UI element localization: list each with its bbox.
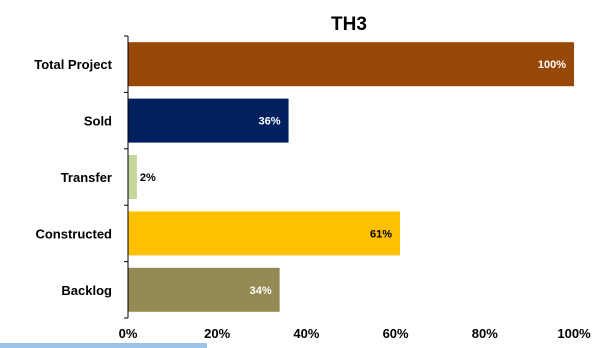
bar-0 bbox=[128, 42, 574, 87]
bar-1 bbox=[128, 98, 289, 143]
category-label-0: Total Project bbox=[34, 57, 112, 72]
category-label-1: Sold bbox=[84, 114, 112, 129]
x-tick-label-0: 0% bbox=[119, 326, 138, 341]
x-tick-label-2: 40% bbox=[293, 326, 319, 341]
x-tick-label-3: 60% bbox=[383, 326, 409, 341]
bar-2 bbox=[128, 155, 137, 199]
data-label-3: 61% bbox=[370, 228, 392, 240]
bars-layer: 100% 36% 2% 61% 34% bbox=[128, 42, 574, 312]
data-label-1: 36% bbox=[259, 116, 281, 128]
category-label-3: Constructed bbox=[35, 226, 112, 241]
axis-layer: Total Project Sold Transfer Constructed Back… bbox=[34, 35, 591, 341]
chart-title: TH3 bbox=[331, 14, 367, 35]
x-tick-label-5: 100% bbox=[557, 326, 591, 341]
decorative-bottom-strip bbox=[0, 343, 207, 348]
bar-4 bbox=[128, 267, 280, 312]
data-label-0: 100% bbox=[538, 59, 566, 71]
data-label-2: 2% bbox=[140, 172, 156, 184]
data-label-4: 34% bbox=[250, 285, 272, 297]
bar-3 bbox=[128, 211, 401, 256]
category-label-4: Backlog bbox=[61, 283, 112, 298]
x-tick-label-4: 80% bbox=[472, 326, 498, 341]
x-tick-label-1: 20% bbox=[204, 326, 230, 341]
category-label-2: Transfer bbox=[61, 170, 112, 185]
